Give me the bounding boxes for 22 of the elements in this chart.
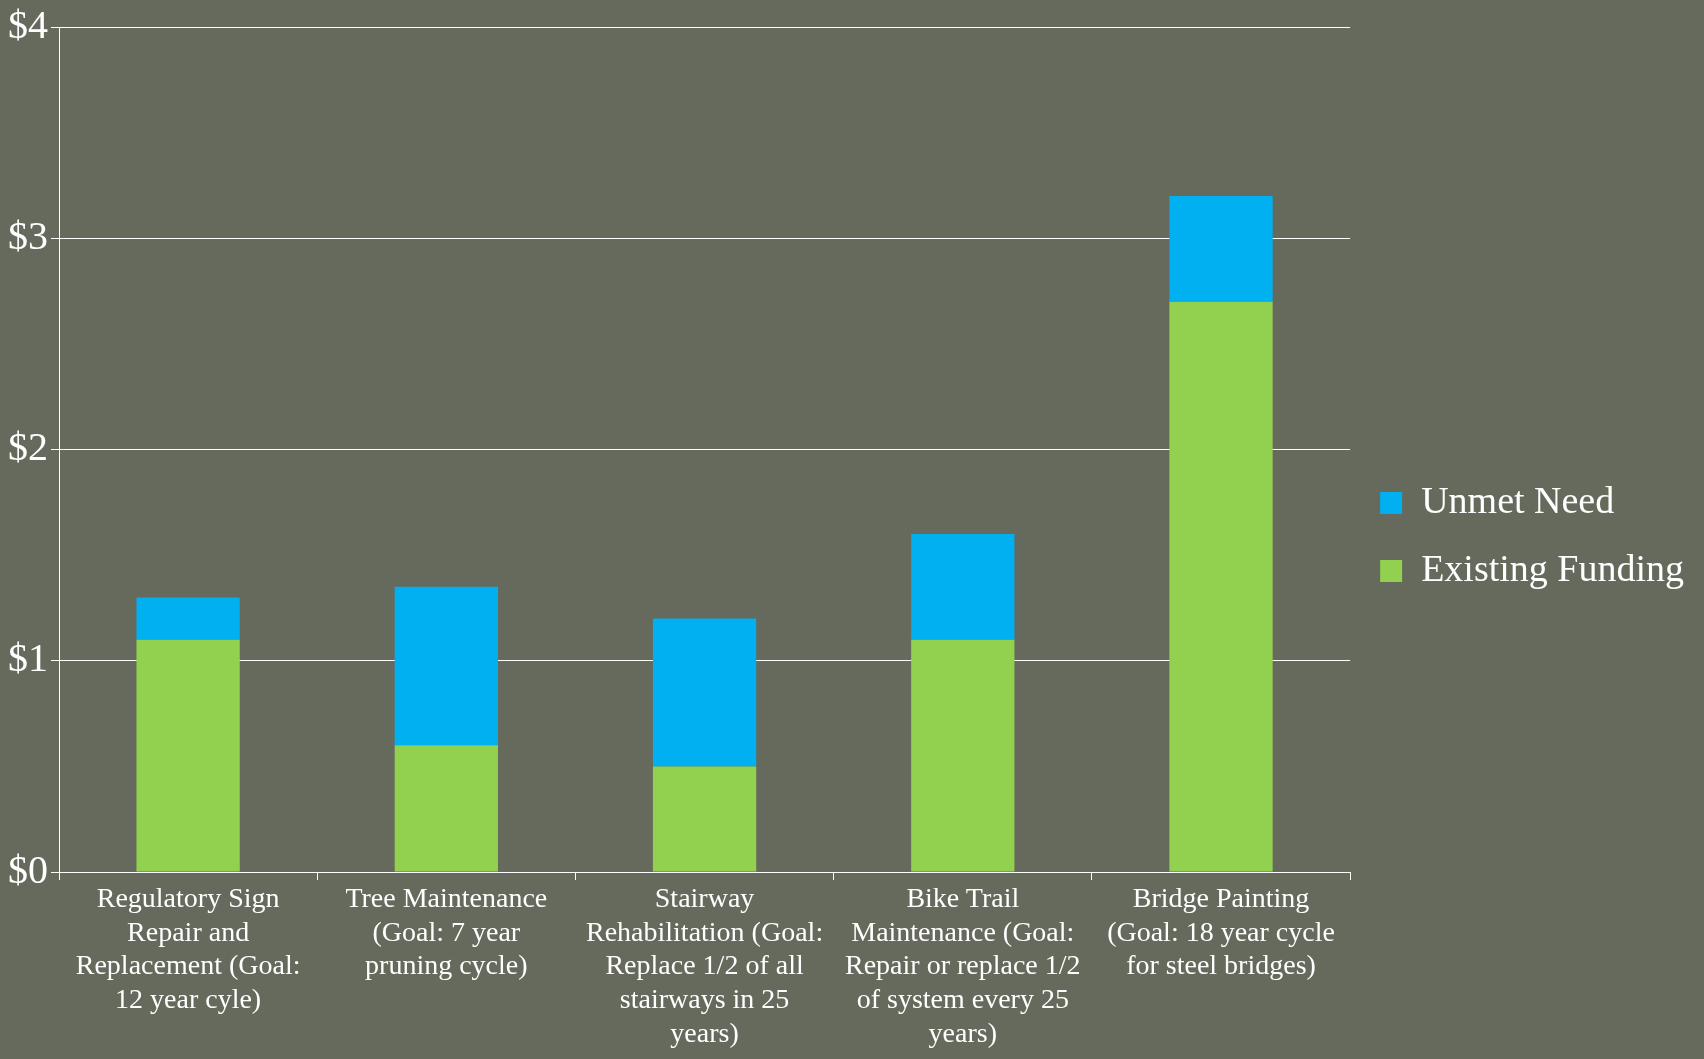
bar <box>652 766 757 872</box>
x-tick-label: Regulatory Sign Repair and Replacement (Goal: 12 year cyle) <box>75 882 301 1014</box>
bar <box>394 745 498 872</box>
legend-label: Existing Funding <box>1421 546 1685 589</box>
x-tick-label: Bike Trail Maintenance (Goal: Repair or replace 1/2 of system every 25 years) <box>845 882 1081 1048</box>
y-tick-label: $3 <box>8 212 48 258</box>
x-tick-label: Bridge Painting (Goal: 18 year cycle for steel bridges) <box>1107 882 1335 981</box>
bar <box>136 639 240 872</box>
bar <box>652 618 757 767</box>
x-tick-label: Stairway Rehabilitation (Goal: Replace 1/2 of all stairways in 25 years) <box>585 882 824 1048</box>
bar <box>911 534 1015 640</box>
y-tick-label: $4 <box>8 1 48 47</box>
y-tick-label: $2 <box>8 424 48 469</box>
y-tick-label: $1 <box>8 635 48 681</box>
y-tick-label: $0 <box>8 846 48 892</box>
legend-label: Unmet Need <box>1421 478 1615 521</box>
bar <box>1169 196 1273 302</box>
bar <box>394 586 498 746</box>
x-tick-label: Tree Maintenance (Goal: 7 year pruning cycle) <box>345 882 548 981</box>
bar <box>911 639 1015 872</box>
bar <box>1169 301 1273 872</box>
bar <box>136 597 240 640</box>
